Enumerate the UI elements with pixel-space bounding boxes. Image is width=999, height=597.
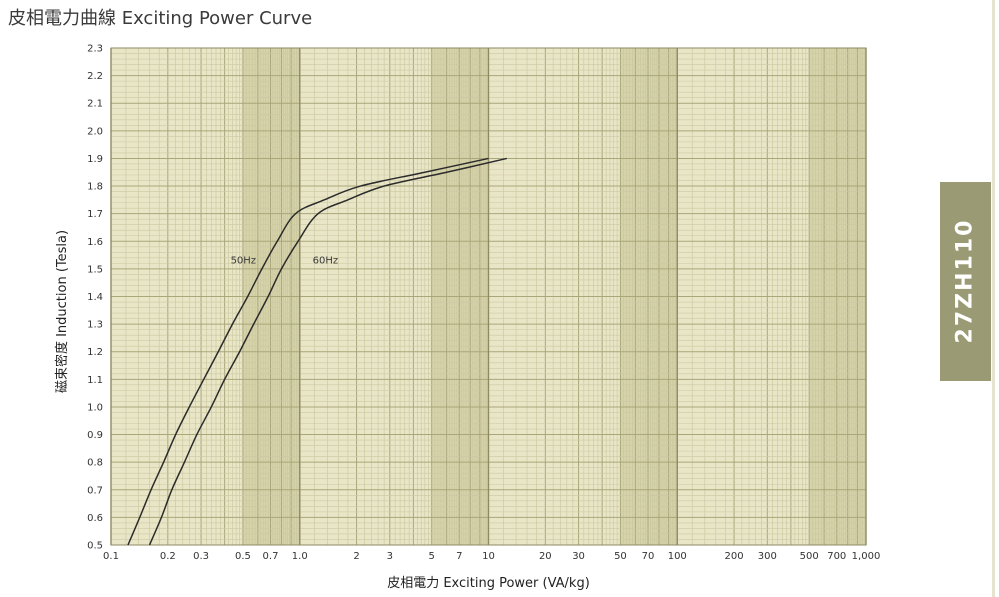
x-tick-label: 70 — [642, 551, 655, 562]
x-tick-label: 3 — [387, 551, 393, 562]
x-tick-label: 500 — [800, 551, 819, 562]
x-tick-label: 700 — [827, 551, 846, 562]
y-tick-label: 1.6 — [87, 237, 103, 248]
x-tick-label: 10 — [482, 551, 495, 562]
x-tick-label: 300 — [758, 551, 777, 562]
series-label-1: 50Hz — [231, 255, 257, 266]
series-label-2: 60Hz — [313, 255, 339, 266]
y-axis-label: 磁束密度 Induction (Tesla) — [54, 230, 70, 393]
y-tick-label: 2.1 — [87, 99, 103, 110]
side-tab-label: 27ZH110 — [952, 218, 978, 344]
x-tick-label: 7 — [456, 551, 462, 562]
x-axis-label: 皮相電力 Exciting Power (VA/kg) — [387, 576, 590, 591]
y-tick-label: 0.9 — [87, 430, 103, 441]
y-tick-label: 0.5 — [87, 541, 103, 552]
y-tick-label: 1.0 — [87, 402, 103, 413]
page-title: 皮相電力曲線 Exciting Power Curve — [8, 8, 313, 29]
x-tick-label: 20 — [539, 551, 552, 562]
plot-frame — [110, 47, 867, 546]
y-tick-label: 0.6 — [87, 513, 103, 524]
x-tick-label: 200 — [725, 551, 744, 562]
x-tick-label: 0.2 — [160, 551, 176, 562]
y-tick-label: 1.7 — [87, 209, 103, 220]
x-tick-label: 30 — [572, 551, 585, 562]
x-tick-label: 5 — [428, 551, 434, 562]
y-tick-label: 1.2 — [87, 347, 103, 358]
y-tick-label: 2.3 — [87, 44, 103, 55]
y-tick-label: 2.0 — [87, 126, 103, 137]
x-tick-label: 0.7 — [263, 551, 279, 562]
y-tick-label: 0.7 — [87, 485, 103, 496]
series-line-2 — [148, 157, 507, 546]
model-side-tab: 27ZH110 — [940, 182, 991, 381]
x-tick-label: 0.1 — [103, 551, 119, 562]
x-tick-label: 1,000 — [852, 551, 881, 562]
x-tick-label: 2 — [353, 551, 359, 562]
y-tick-label: 1.4 — [87, 292, 103, 303]
y-tick-label: 1.5 — [87, 264, 103, 275]
y-tick-label: 1.3 — [87, 320, 103, 331]
y-tick-label: 1.1 — [87, 375, 103, 386]
right-edge-rule — [992, 0, 995, 597]
y-tick-label: 1.8 — [87, 182, 103, 193]
y-tick-label: 1.9 — [87, 154, 103, 165]
y-tick-label: 2.2 — [87, 71, 103, 82]
x-tick-label: 100 — [668, 551, 687, 562]
x-tick-label: 50 — [614, 551, 627, 562]
series-line-1 — [127, 157, 489, 546]
x-tick-label: 1.0 — [292, 551, 308, 562]
x-tick-label: 0.5 — [235, 551, 251, 562]
y-tick-label: 0.8 — [87, 458, 103, 469]
x-tick-label: 0.3 — [193, 551, 209, 562]
